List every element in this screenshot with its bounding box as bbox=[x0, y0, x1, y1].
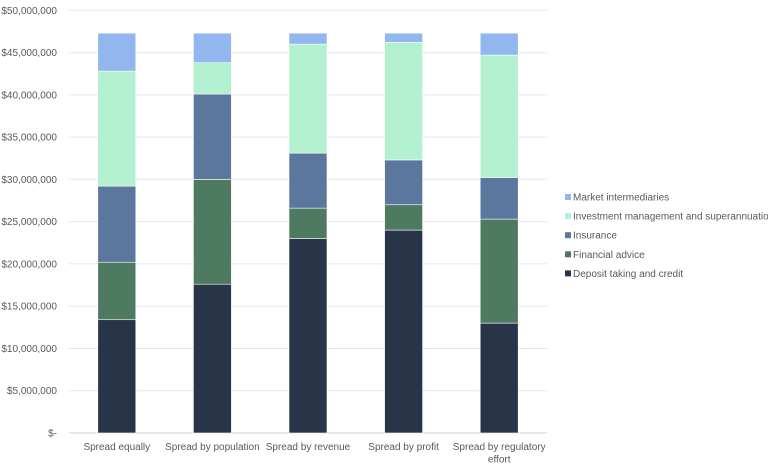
legend-swatch bbox=[565, 270, 571, 277]
y-tick-label: $10,000,000 bbox=[1, 344, 57, 355]
y-tick-label: $15,000,000 bbox=[1, 302, 57, 313]
x-tick-label: effort bbox=[488, 455, 511, 466]
legend-swatch bbox=[565, 232, 571, 239]
bar-segment bbox=[479, 54, 519, 178]
bar-segment bbox=[97, 70, 137, 187]
legend-label: Insurance bbox=[573, 231, 617, 242]
legend-label: Deposit taking and credit bbox=[573, 269, 683, 280]
bar-segment bbox=[384, 159, 423, 206]
bar-segment bbox=[193, 283, 232, 434]
legend-swatch bbox=[565, 213, 571, 220]
legend-swatch bbox=[565, 194, 571, 200]
bar-segment bbox=[479, 218, 519, 324]
legend-swatch bbox=[565, 251, 571, 258]
bar-segment bbox=[384, 42, 423, 161]
bar-segment bbox=[479, 322, 519, 434]
bar-segment bbox=[193, 179, 232, 285]
bar-segment bbox=[97, 185, 137, 263]
y-tick-label: $20,000,000 bbox=[1, 259, 57, 270]
x-tick-label: Spread by population bbox=[165, 442, 260, 453]
y-tick-label: $- bbox=[48, 429, 57, 440]
bar-segment bbox=[97, 319, 137, 434]
bar-segment bbox=[288, 32, 328, 45]
bar-segment bbox=[97, 32, 137, 72]
y-tick-label: $5,000,000 bbox=[7, 386, 57, 397]
x-tick-label: Spread by regulatory bbox=[453, 442, 546, 453]
bar-segment bbox=[384, 229, 423, 434]
y-tick-label: $25,000,000 bbox=[1, 217, 57, 228]
bar-segment bbox=[384, 32, 423, 43]
x-tick-label: Spread equally bbox=[83, 442, 150, 453]
legend-label: Investment management and superannuation bbox=[573, 212, 768, 223]
bar-segment bbox=[288, 152, 328, 209]
bar-segment bbox=[384, 204, 423, 231]
legend-label: Financial advice bbox=[573, 250, 645, 261]
bar-segment bbox=[288, 207, 328, 239]
y-tick-label: $30,000,000 bbox=[1, 175, 57, 186]
bar-segment bbox=[479, 177, 519, 220]
bar-segment bbox=[288, 238, 328, 434]
bar-segment bbox=[479, 32, 519, 56]
y-tick-label: $40,000,000 bbox=[1, 90, 57, 101]
bar-segment bbox=[193, 32, 232, 64]
bar-segment bbox=[193, 62, 232, 95]
y-tick-label: $45,000,000 bbox=[1, 48, 57, 59]
bar-segment bbox=[193, 93, 232, 180]
y-tick-label: $50,000,000 bbox=[1, 6, 57, 17]
legend-label: Market intermediaries bbox=[573, 193, 669, 204]
bar-segment bbox=[97, 261, 137, 321]
x-tick-label: Spread by revenue bbox=[266, 442, 351, 453]
bar-segment bbox=[288, 43, 328, 154]
y-tick-label: $35,000,000 bbox=[1, 133, 57, 144]
x-tick-label: Spread by profit bbox=[368, 442, 439, 453]
